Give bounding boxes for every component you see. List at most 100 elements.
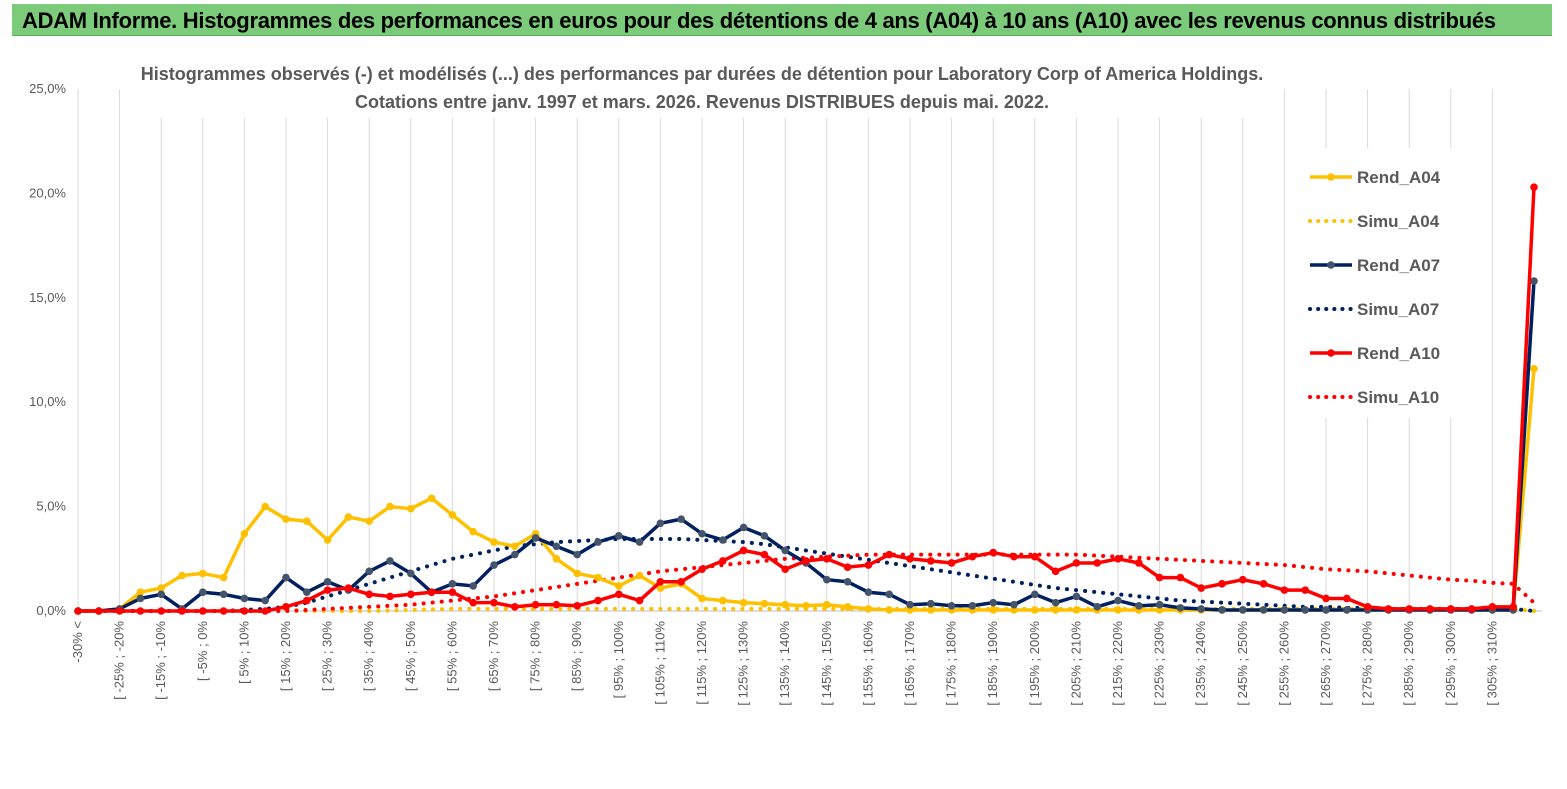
series-rend-a10-point-28 xyxy=(656,577,665,586)
x-tick-label-5: [ 15% ; 20% xyxy=(278,621,293,692)
series-rend-a04-point-30 xyxy=(698,594,706,603)
series-rend-a10-point-49 xyxy=(1093,559,1101,567)
series-rend-a10-point-65 xyxy=(1426,605,1434,613)
legend: Rend_A04 Simu_A04 Rend_A07 Simu_A07 Rend_A10… xyxy=(1308,168,1441,407)
series-rend-a10-point-22 xyxy=(531,600,540,609)
series-rend-a10-point-58 xyxy=(1280,586,1289,594)
x-tick-label-24: [ 205% ; 210% xyxy=(1068,621,1083,706)
x-tick-label-18: [ 145% ; 150% xyxy=(819,621,834,706)
series-rend-a10-point-52 xyxy=(1155,573,1164,582)
series-rend-a10-point-19 xyxy=(469,598,478,607)
series-rend-a07-point-36 xyxy=(823,575,831,584)
series-rend-a10-point-38 xyxy=(864,561,873,569)
series-rend-a10-point-57 xyxy=(1259,580,1268,588)
series-rend-a04-point-14 xyxy=(365,517,374,526)
legend-label-rend-a04: Rend_A04 xyxy=(1357,168,1441,187)
series-rend-a10-point-64 xyxy=(1405,605,1413,613)
series-rend-a07-point-39 xyxy=(885,590,893,599)
series-rend-a10-point-6 xyxy=(199,607,207,615)
x-tick-label-6: [ 25% ; 30% xyxy=(320,621,335,692)
series-rend-a07-point-43 xyxy=(968,601,977,610)
series-rend-a10-point-12 xyxy=(323,586,332,594)
series-rend-a07-point-50 xyxy=(1114,596,1122,605)
series-rend-a04-point-44 xyxy=(989,606,997,614)
series-rend-a10-point-11 xyxy=(303,596,311,605)
series-rend-a04-point-47 xyxy=(1051,606,1060,614)
series-rend-a04-point-18 xyxy=(448,511,457,519)
x-tick-label-26: [ 225% ; 230% xyxy=(1152,621,1167,706)
series-rend-a10-point-26 xyxy=(615,590,623,599)
series-rend-a10-point-41 xyxy=(927,557,935,565)
series-rend-a10-point-24 xyxy=(573,601,581,610)
series-simu-a07-line xyxy=(76,536,1536,613)
series-group xyxy=(74,183,1538,615)
series-rend-a04-point-48 xyxy=(1072,606,1081,614)
series-rend-a10-point-3 xyxy=(136,607,145,615)
series-rend-a10-point-30 xyxy=(698,565,706,574)
series-rend-a04-point-27 xyxy=(635,571,644,580)
series-rend-a04-point-15 xyxy=(386,502,394,511)
series-rend-a07-point-59 xyxy=(1301,606,1309,614)
series-rend-a07-point-26 xyxy=(615,532,623,540)
series-rend-a07-point-4 xyxy=(157,590,165,599)
series-rend-a04-point-16 xyxy=(407,504,415,513)
series-rend-a04-point-23 xyxy=(552,555,561,563)
series-rend-a07-point-31 xyxy=(719,536,727,544)
x-tick-label-14: [ 105% ; 110% xyxy=(652,621,667,705)
x-tick-label-19: [ 155% ; 160% xyxy=(860,621,875,706)
x-tick-label-30: [ 265% ; 270% xyxy=(1318,621,1333,706)
series-rend-a04-point-21 xyxy=(511,542,519,551)
y-tick-label-0: 0,0% xyxy=(36,603,66,618)
series-rend-a07-point-52 xyxy=(1155,600,1164,609)
series-rend-a07-point-61 xyxy=(1343,606,1351,614)
series-rend-a07-point-27 xyxy=(635,538,644,546)
series-rend-a07-point-34 xyxy=(781,546,789,555)
series-rend-a10-point-53 xyxy=(1176,573,1185,582)
series-rend-a04-point-37 xyxy=(843,603,852,611)
series-rend-a07-point-18 xyxy=(448,580,457,588)
series-rend-a07-point-42 xyxy=(947,601,956,610)
x-tick-label-17: [ 135% ; 140% xyxy=(777,621,792,706)
series-rend-a07-point-41 xyxy=(927,599,935,608)
series-rend-a04-point-26 xyxy=(615,582,623,590)
series-rend-a07-point-8 xyxy=(240,594,249,603)
series-rend-a07-point-32 xyxy=(739,523,748,532)
series-rend-a10-point-62 xyxy=(1363,603,1372,611)
series-rend-a10-point-33 xyxy=(760,550,769,559)
series-rend-a10-point-66 xyxy=(1447,605,1455,613)
series-rend-a07-point-37 xyxy=(843,577,852,586)
series-rend-a10-point-63 xyxy=(1384,605,1393,613)
series-rend-a07-point-38 xyxy=(864,588,873,597)
series-rend-a10-point-44 xyxy=(989,548,997,557)
series-rend-a10-point-21 xyxy=(511,603,519,611)
series-rend-a10-point-47 xyxy=(1051,567,1060,576)
x-tick-label-21: [ 175% ; 180% xyxy=(944,621,959,706)
series-rend-a07-point-58 xyxy=(1280,606,1289,614)
series-rend-a07-point-45 xyxy=(1010,600,1018,609)
series-rend-a04-point-11 xyxy=(303,517,311,526)
series-rend-a04-point-13 xyxy=(344,513,353,521)
series-rend-a10-point-31 xyxy=(719,557,727,565)
x-tick-label-15: [ 115% ; 120% xyxy=(694,621,709,705)
series-rend-a04-point-52 xyxy=(1155,606,1164,614)
series-rend-a04-point-39 xyxy=(885,606,893,614)
series-rend-a10-point-60 xyxy=(1322,594,1330,603)
series-rend-a07-point-6 xyxy=(199,588,207,597)
series-rend-a07-point-28 xyxy=(656,519,665,528)
x-tick-label-29: [ 255% ; 260% xyxy=(1276,621,1291,706)
legend-marker-rend-a07 xyxy=(1327,261,1335,269)
x-tick-label-8: [ 45% ; 50% xyxy=(403,621,418,692)
series-rend-a07-point-57 xyxy=(1259,606,1268,614)
series-rend-a10-point-1 xyxy=(95,607,103,615)
x-tick-label-32: [ 285% ; 290% xyxy=(1401,621,1416,706)
series-rend-a04-point-9 xyxy=(261,502,270,511)
legend-label-rend-a07: Rend_A07 xyxy=(1357,256,1440,275)
x-tick-label-20: [ 165% ; 170% xyxy=(902,621,917,706)
x-tick-label-16: [ 125% ; 130% xyxy=(736,621,751,706)
series-rend-a10-point-68 xyxy=(1488,603,1497,611)
series-rend-a07-point-15 xyxy=(386,557,394,565)
series-rend-a04-point-45 xyxy=(1010,606,1018,614)
series-rend-a04-point-12 xyxy=(323,536,332,544)
series-rend-a07-point-60 xyxy=(1322,606,1330,614)
series-rend-a04-point-25 xyxy=(594,573,602,582)
